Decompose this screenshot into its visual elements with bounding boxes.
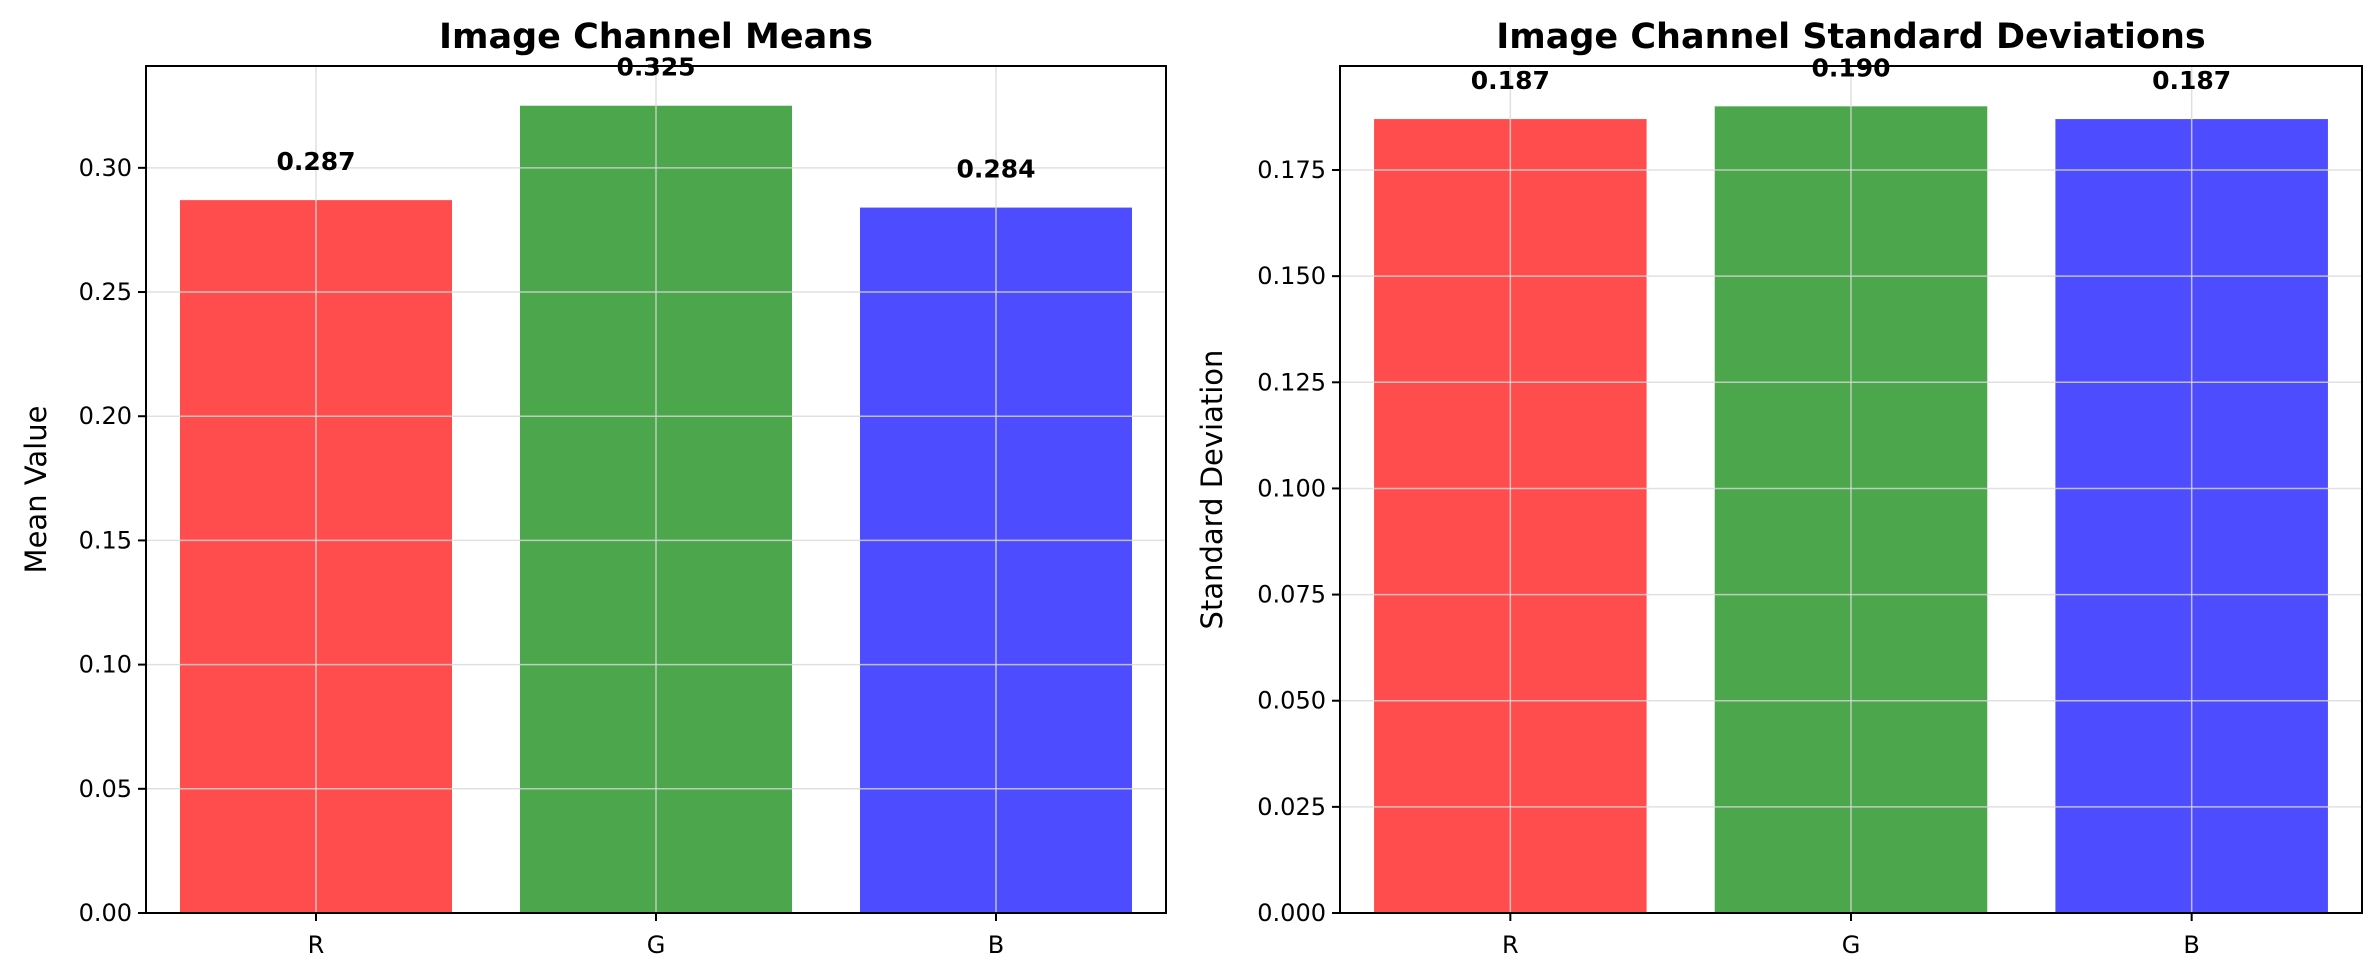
chart-title: Image Channel Standard Deviations — [1496, 17, 2205, 57]
y-axis-label: Mean Value — [19, 406, 53, 574]
y-tick-label: 0.00 — [79, 899, 132, 927]
y-axis-label: Standard Deviation — [1195, 350, 1229, 630]
x-tick-label: B — [2183, 931, 2199, 959]
y-tick-label: 0.025 — [1257, 793, 1326, 821]
y-tick-label: 0.25 — [79, 278, 132, 306]
y-tick-label: 0.15 — [79, 526, 132, 554]
chart-panel-1: 0.00 0.05 0.10 0.15 0.20 0.25 0.30 R G B 0.287 0.32… — [19, 17, 1167, 959]
y-tick-label: 0.000 — [1257, 899, 1326, 927]
y-tick-label: 0.100 — [1257, 474, 1326, 502]
x-tick-label: G — [647, 931, 666, 959]
y-tick-label: 0.30 — [79, 154, 132, 182]
y-tick-label: 0.10 — [79, 651, 132, 679]
x-tick-label: B — [988, 931, 1004, 959]
bar-value-label: 0.325 — [616, 53, 695, 82]
x-tick-label: R — [308, 931, 325, 959]
x-tick-label: R — [1502, 931, 1519, 959]
y-tick-label: 0.150 — [1257, 262, 1326, 290]
bar-value-label: 0.187 — [2152, 66, 2231, 95]
chart-panel-2: 0.000 0.025 0.050 0.075 0.100 0.125 0.150 0.175… — [1195, 17, 2363, 959]
y-tick-label: 0.125 — [1257, 368, 1326, 396]
y-tick-label: 0.050 — [1257, 687, 1326, 715]
bar-value-label: 0.284 — [956, 155, 1035, 184]
bar-value-label: 0.187 — [1471, 66, 1550, 95]
y-tick-label: 0.075 — [1257, 581, 1326, 609]
bar-value-label: 0.190 — [1811, 53, 1890, 82]
y-tick-label: 0.20 — [79, 402, 132, 430]
bar-value-label: 0.287 — [276, 147, 355, 176]
y-tick-label: 0.05 — [79, 775, 132, 803]
y-tick-label: 0.175 — [1257, 156, 1326, 184]
x-tick-label: G — [1842, 931, 1861, 959]
chart-title: Image Channel Means — [439, 17, 873, 57]
